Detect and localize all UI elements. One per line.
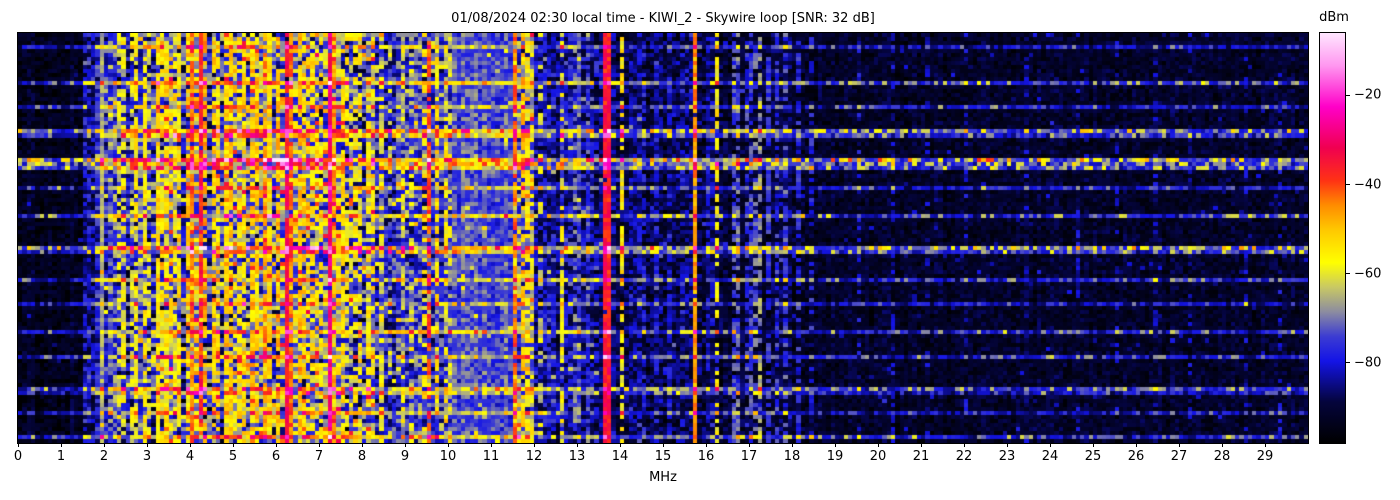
x-tick-mark bbox=[576, 443, 578, 447]
x-tick-label: 8 bbox=[357, 449, 367, 464]
x-tick-label: 18 bbox=[783, 449, 801, 464]
waterfall-plot-area bbox=[17, 32, 1309, 444]
x-tick-mark bbox=[17, 443, 19, 447]
x-tick-label: 12 bbox=[525, 449, 543, 464]
x-tick-label: 11 bbox=[482, 449, 500, 464]
colorbar-tick-mark bbox=[1346, 273, 1350, 275]
x-tick-mark bbox=[103, 443, 105, 447]
x-tick-label: 27 bbox=[1170, 449, 1188, 464]
x-tick-label: 2 bbox=[99, 449, 109, 464]
x-tick-mark bbox=[490, 443, 492, 447]
x-tick-label: 1 bbox=[56, 449, 66, 464]
colorbar-tick-label: −80 bbox=[1354, 355, 1382, 371]
x-tick-mark bbox=[361, 443, 363, 447]
x-tick-mark bbox=[275, 443, 277, 447]
waterfall-canvas bbox=[18, 33, 1308, 443]
x-tick-mark bbox=[619, 443, 621, 447]
chart-title: 01/08/2024 02:30 local time - KIWI_2 - S… bbox=[451, 11, 875, 26]
x-tick-mark bbox=[1006, 443, 1008, 447]
x-tick-mark bbox=[60, 443, 62, 447]
x-tick-label: 29 bbox=[1256, 449, 1274, 464]
colorbar-tick-mark bbox=[1346, 362, 1350, 364]
x-tick-label: 21 bbox=[912, 449, 930, 464]
x-tick-label: 7 bbox=[314, 449, 324, 464]
x-tick-label: 28 bbox=[1213, 449, 1231, 464]
x-tick-mark bbox=[232, 443, 234, 447]
x-tick-label: 14 bbox=[611, 449, 629, 464]
x-tick-mark bbox=[834, 443, 836, 447]
x-tick-label: 22 bbox=[955, 449, 973, 464]
x-tick-label: 17 bbox=[740, 449, 758, 464]
x-tick-mark bbox=[318, 443, 320, 447]
x-tick-mark bbox=[1135, 443, 1137, 447]
x-tick-label: 0 bbox=[13, 449, 23, 464]
x-tick-mark bbox=[748, 443, 750, 447]
x-tick-label: 3 bbox=[142, 449, 152, 464]
x-tick-mark bbox=[533, 443, 535, 447]
x-tick-label: 4 bbox=[185, 449, 195, 464]
colorbar-tick-label: −40 bbox=[1354, 177, 1382, 193]
x-tick-mark bbox=[1178, 443, 1180, 447]
x-tick-label: 13 bbox=[568, 449, 586, 464]
colorbar-tick-label: −20 bbox=[1354, 87, 1382, 103]
x-tick-label: 26 bbox=[1127, 449, 1145, 464]
x-tick-mark bbox=[146, 443, 148, 447]
x-tick-mark bbox=[877, 443, 879, 447]
x-tick-mark bbox=[705, 443, 707, 447]
x-tick-mark bbox=[404, 443, 406, 447]
x-tick-mark bbox=[1221, 443, 1223, 447]
x-tick-label: 23 bbox=[998, 449, 1016, 464]
x-tick-mark bbox=[920, 443, 922, 447]
x-tick-label: 9 bbox=[400, 449, 410, 464]
colorbar-tick-mark bbox=[1346, 94, 1350, 96]
x-tick-label: 10 bbox=[439, 449, 457, 464]
x-tick-mark bbox=[662, 443, 664, 447]
x-tick-mark bbox=[791, 443, 793, 447]
x-tick-mark bbox=[447, 443, 449, 447]
x-tick-label: 5 bbox=[228, 449, 238, 464]
x-tick-label: 20 bbox=[869, 449, 887, 464]
x-tick-label: 16 bbox=[697, 449, 715, 464]
x-tick-label: 24 bbox=[1041, 449, 1059, 464]
x-tick-mark bbox=[1264, 443, 1266, 447]
x-tick-label: 15 bbox=[654, 449, 672, 464]
colorbar-tick-mark bbox=[1346, 184, 1350, 186]
x-tick-mark bbox=[1092, 443, 1094, 447]
colorbar bbox=[1319, 32, 1346, 444]
x-tick-label: 25 bbox=[1084, 449, 1102, 464]
colorbar-unit-label: dBm bbox=[1319, 10, 1349, 25]
x-tick-mark bbox=[1049, 443, 1051, 447]
colorbar-tick-label: −60 bbox=[1354, 266, 1382, 282]
colorbar-gradient bbox=[1320, 33, 1345, 443]
x-tick-mark bbox=[189, 443, 191, 447]
x-tick-label: 19 bbox=[826, 449, 844, 464]
x-tick-mark bbox=[963, 443, 965, 447]
x-tick-label: 6 bbox=[271, 449, 281, 464]
x-axis-label: MHz bbox=[649, 470, 677, 485]
